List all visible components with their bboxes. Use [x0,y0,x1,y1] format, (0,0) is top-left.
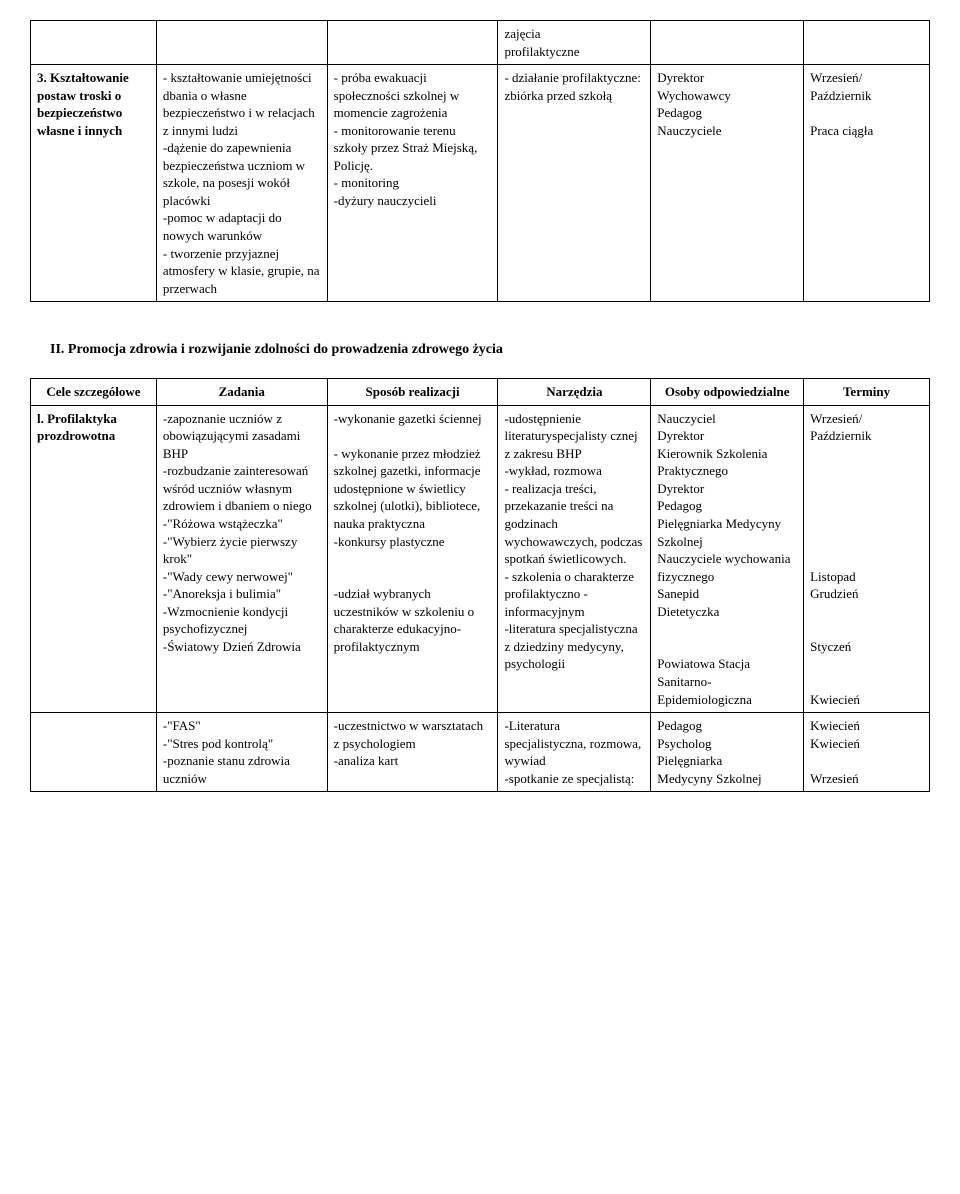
cell: Wrzesień/ Październik Praca ciągła [804,65,930,302]
cell: Kwiecień Kwiecień Wrzesień [804,713,930,792]
header-cell: Terminy [804,379,930,406]
header-cell: Sposób realizacji [327,379,498,406]
table-row: zajęcia profilaktyczne [31,21,930,65]
cell-header: l. Profilaktyka prozdrowotna [31,405,157,712]
table-1: zajęcia profilaktyczne 3. Kształtowanie … [30,20,930,302]
cell: - kształtowanie umiejętności dbania o wł… [156,65,327,302]
cell [31,21,157,65]
header-cell: Osoby odpowiedzialne [651,379,804,406]
cell: - próba ewakuacji społeczności szkolnej … [327,65,498,302]
table-2: Cele szczegółowe Zadania Sposób realizac… [30,378,930,792]
header-cell: Zadania [156,379,327,406]
cell: - działanie profilaktyczne: zbiórka prze… [498,65,651,302]
cell: -uczestnictwo w warsztatach z psychologi… [327,713,498,792]
cell: Dyrektor Wychowawcy Pedagog Nauczyciele [651,65,804,302]
cell-header: 3. Kształtowanie postaw troski o bezpiec… [31,65,157,302]
cell: zajęcia profilaktyczne [498,21,651,65]
cell: Pedagog Psycholog Pielęgniarka Medycyny … [651,713,804,792]
cell: -zapoznanie uczniów z obowiązującymi zas… [156,405,327,712]
cell: -Literatura specjalistyczna, rozmowa, wy… [498,713,651,792]
cell [156,21,327,65]
cell: Wrzesień/ Październik Listopad Grudzień … [804,405,930,712]
cell [804,21,930,65]
header-cell: Cele szczegółowe [31,379,157,406]
cell [327,21,498,65]
cell [31,713,157,792]
header-cell: Narzędzia [498,379,651,406]
table-row: l. Profilaktyka prozdrowotna -zapoznanie… [31,405,930,712]
cell: Nauczyciel Dyrektor Kierownik Szkolenia … [651,405,804,712]
table-row: 3. Kształtowanie postaw troski o bezpiec… [31,65,930,302]
cell [651,21,804,65]
section-heading: II. Promocja zdrowia i rozwijanie zdolno… [50,342,930,358]
table-row: -"FAS" -"Stres pod kontrolą" -poznanie s… [31,713,930,792]
table-header-row: Cele szczegółowe Zadania Sposób realizac… [31,379,930,406]
cell: -udostępnienie literaturyspecjalisty czn… [498,405,651,712]
cell: -wykonanie gazetki ściennej - wykonanie … [327,405,498,712]
cell: -"FAS" -"Stres pod kontrolą" -poznanie s… [156,713,327,792]
